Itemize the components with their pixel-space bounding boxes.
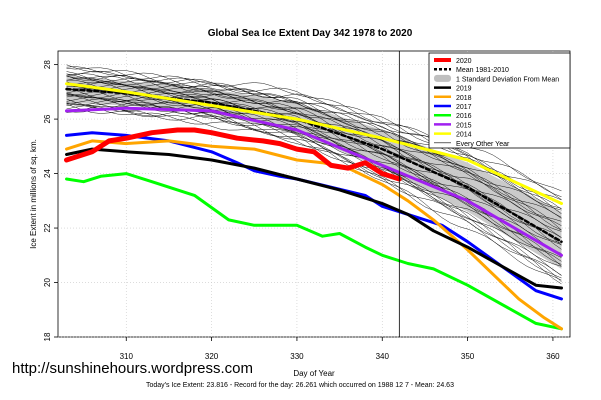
year-line <box>66 83 562 232</box>
year-line <box>66 64 562 198</box>
y-axis-label: Ice Extent in millions of sq. km. <box>29 139 38 249</box>
legend-label: 2015 <box>456 122 472 129</box>
series-line-2015 <box>65 106 563 257</box>
series-line-2019 <box>65 147 563 290</box>
x-tick-label: 360 <box>546 352 560 361</box>
legend-label: Every Other Year <box>456 141 510 148</box>
year-line <box>66 73 562 210</box>
x-tick-label: 320 <box>205 352 219 361</box>
year-line <box>66 104 562 285</box>
y-tick-label: 22 <box>43 223 52 232</box>
year-line <box>66 75 562 211</box>
legend-box <box>428 52 571 149</box>
legend-label: 2014 <box>456 132 472 139</box>
series-lines <box>64 82 563 331</box>
chart-title: Global Sea Ice Extent Day 342 1978 to 20… <box>208 28 413 39</box>
year-line <box>66 81 562 231</box>
legend-label: 2019 <box>456 86 472 93</box>
legend-label: 2020 <box>456 58 472 65</box>
series-line-2020 <box>64 127 402 182</box>
y-tick-label: 24 <box>43 169 52 178</box>
series-line-2014 <box>65 82 563 205</box>
legend-label: 2017 <box>456 104 472 111</box>
x-axis-label: Day of Year <box>293 369 335 378</box>
year-line <box>66 70 562 201</box>
legend-swatch <box>434 74 451 82</box>
y-tick-label: 26 <box>43 114 52 123</box>
axes: 310 320 330 340 350 360 18 20 22 24 26 28 <box>43 51 560 361</box>
year-line <box>66 92 562 254</box>
footer-text: Today's Ice Extent: 23.816 - Record for … <box>146 382 454 389</box>
legend-label: 2016 <box>456 113 472 120</box>
x-tick-label: 310 <box>120 352 134 361</box>
y-tick-label: 28 <box>43 60 52 69</box>
year-line <box>66 67 562 192</box>
year-line <box>66 104 562 282</box>
y-tick-label: 20 <box>43 278 52 287</box>
year-line <box>66 98 562 265</box>
year-line <box>66 102 562 276</box>
year-line <box>66 87 562 250</box>
legend-label: Mean 1981-2010 <box>456 67 509 74</box>
year-line <box>66 107 562 279</box>
year-line <box>66 81 562 222</box>
y-tick-label: 18 <box>43 332 52 341</box>
legend-label: 1 Standard Deviation From Mean <box>456 76 559 83</box>
x-tick-label: 340 <box>376 352 390 361</box>
x-tick-label: 330 <box>290 352 304 361</box>
year-line <box>66 79 562 231</box>
series-line-2016 <box>65 172 563 331</box>
x-tick-label: 350 <box>461 352 475 361</box>
legend-label: 2018 <box>456 95 472 102</box>
source-url: http://sunshinehours.wordpress.com <box>12 360 253 377</box>
legend: 2020 Mean 1981-2010 1 Standard Deviation F… <box>428 52 571 149</box>
year-line <box>66 73 562 218</box>
year-line <box>66 90 562 245</box>
